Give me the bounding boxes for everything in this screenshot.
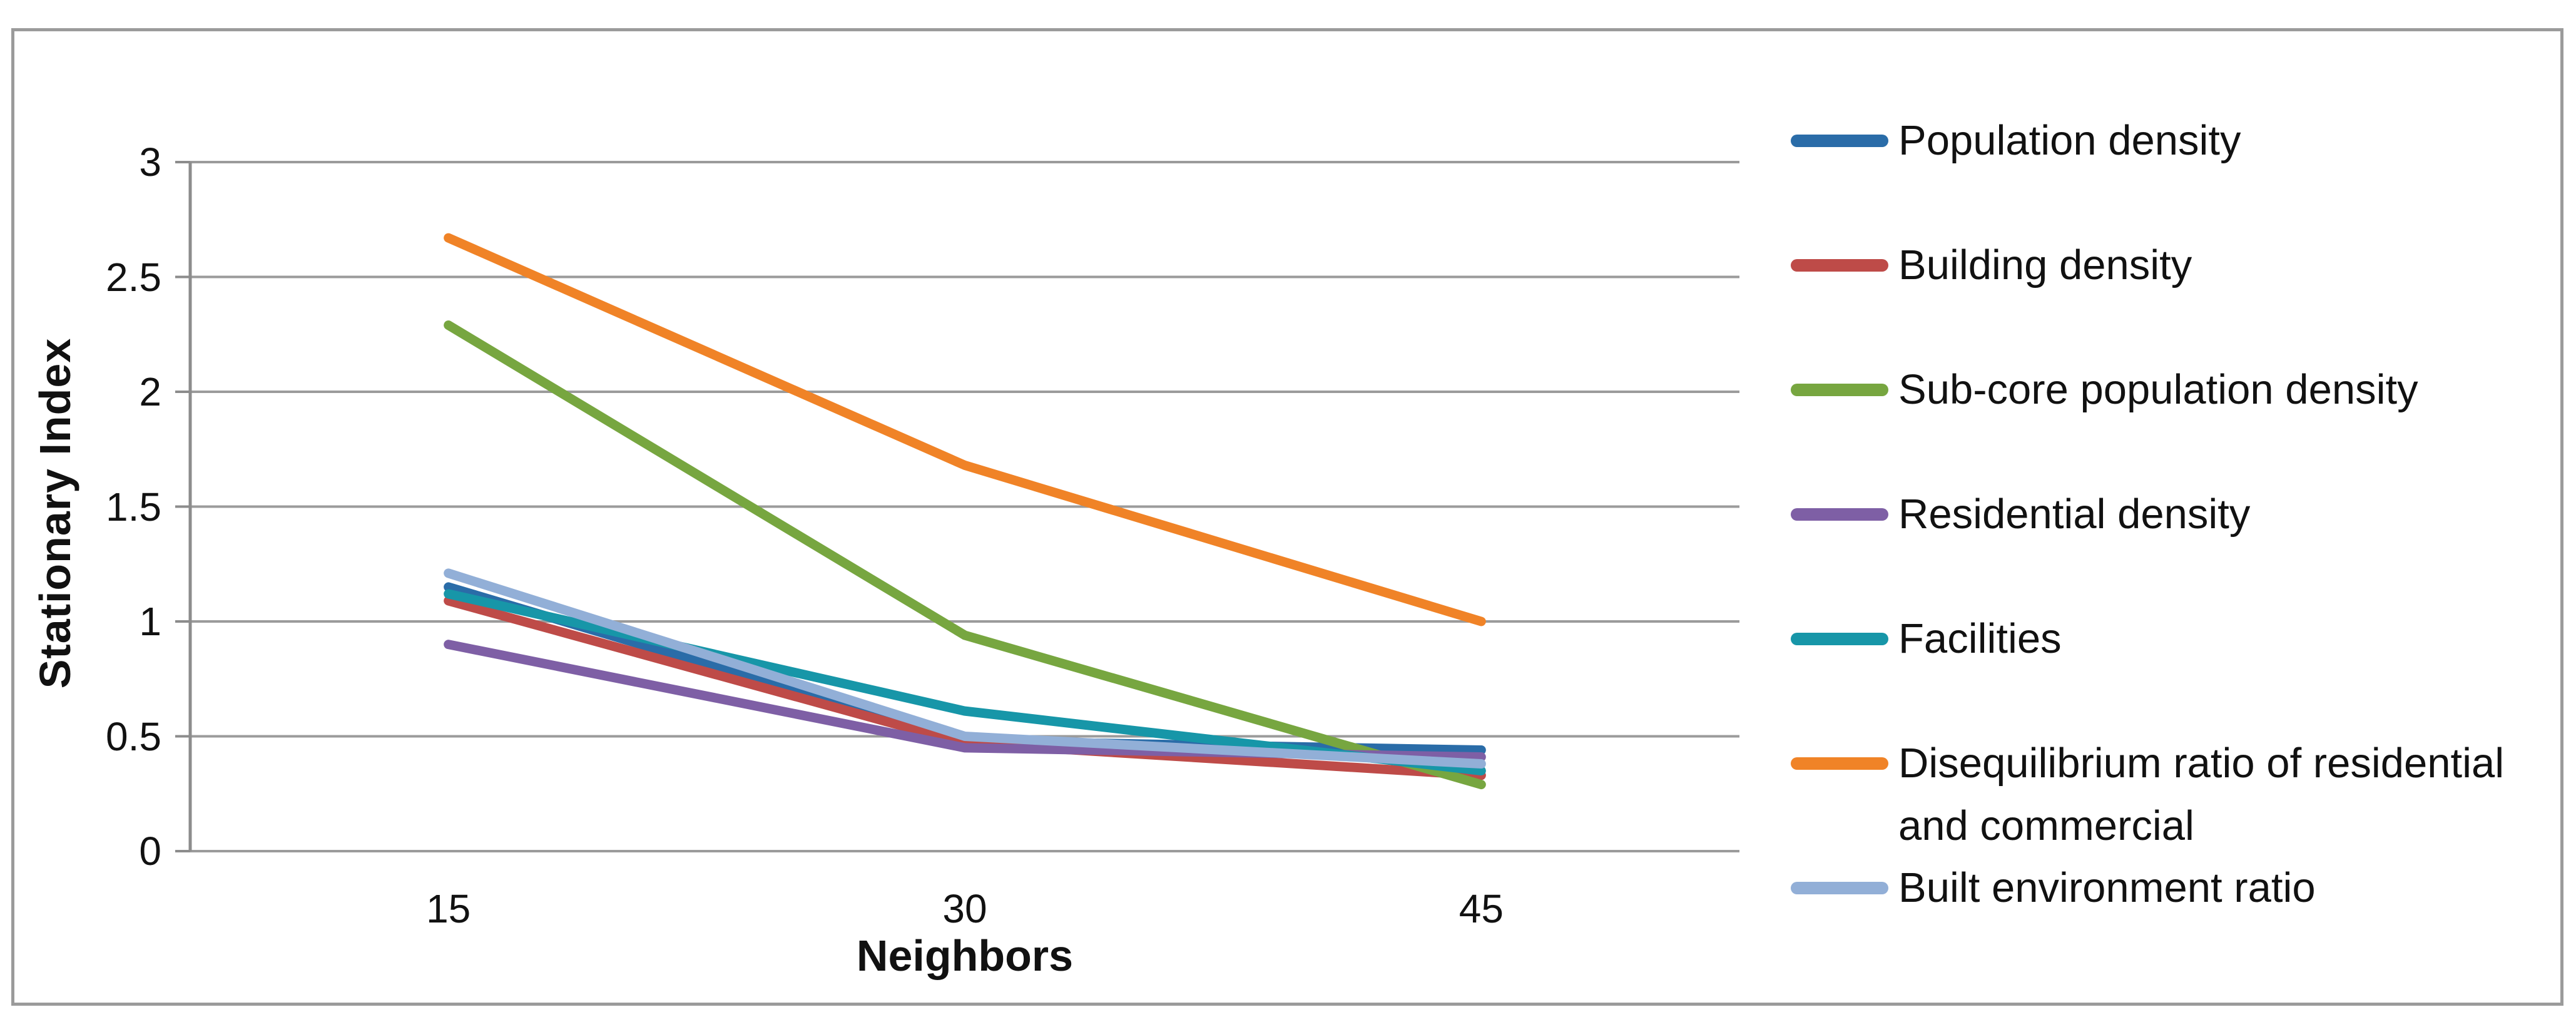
x-tick-label: 45: [1459, 886, 1504, 931]
x-axis-title: Neighbors: [856, 931, 1074, 980]
y-tick-label: 2: [139, 369, 161, 414]
x-tick-label: 15: [426, 886, 471, 931]
y-tick-label: 0.5: [106, 713, 161, 759]
y-tick-label: 0: [139, 829, 161, 874]
series-line-disequilibrium-ratio-of-residential-and-commercial: [444, 233, 1486, 626]
y-tick-label: 1.5: [106, 484, 161, 529]
y-tick-label: 2.5: [106, 254, 161, 300]
series-line-built-environment-ratio: [444, 568, 1486, 769]
y-tick-label: 1: [139, 599, 161, 644]
series-line-sub-core-population-density: [444, 320, 1486, 790]
x-tick-label: 30: [942, 886, 987, 931]
y-tick-label: 3: [139, 140, 161, 185]
series-line-population-density: [444, 582, 1486, 755]
